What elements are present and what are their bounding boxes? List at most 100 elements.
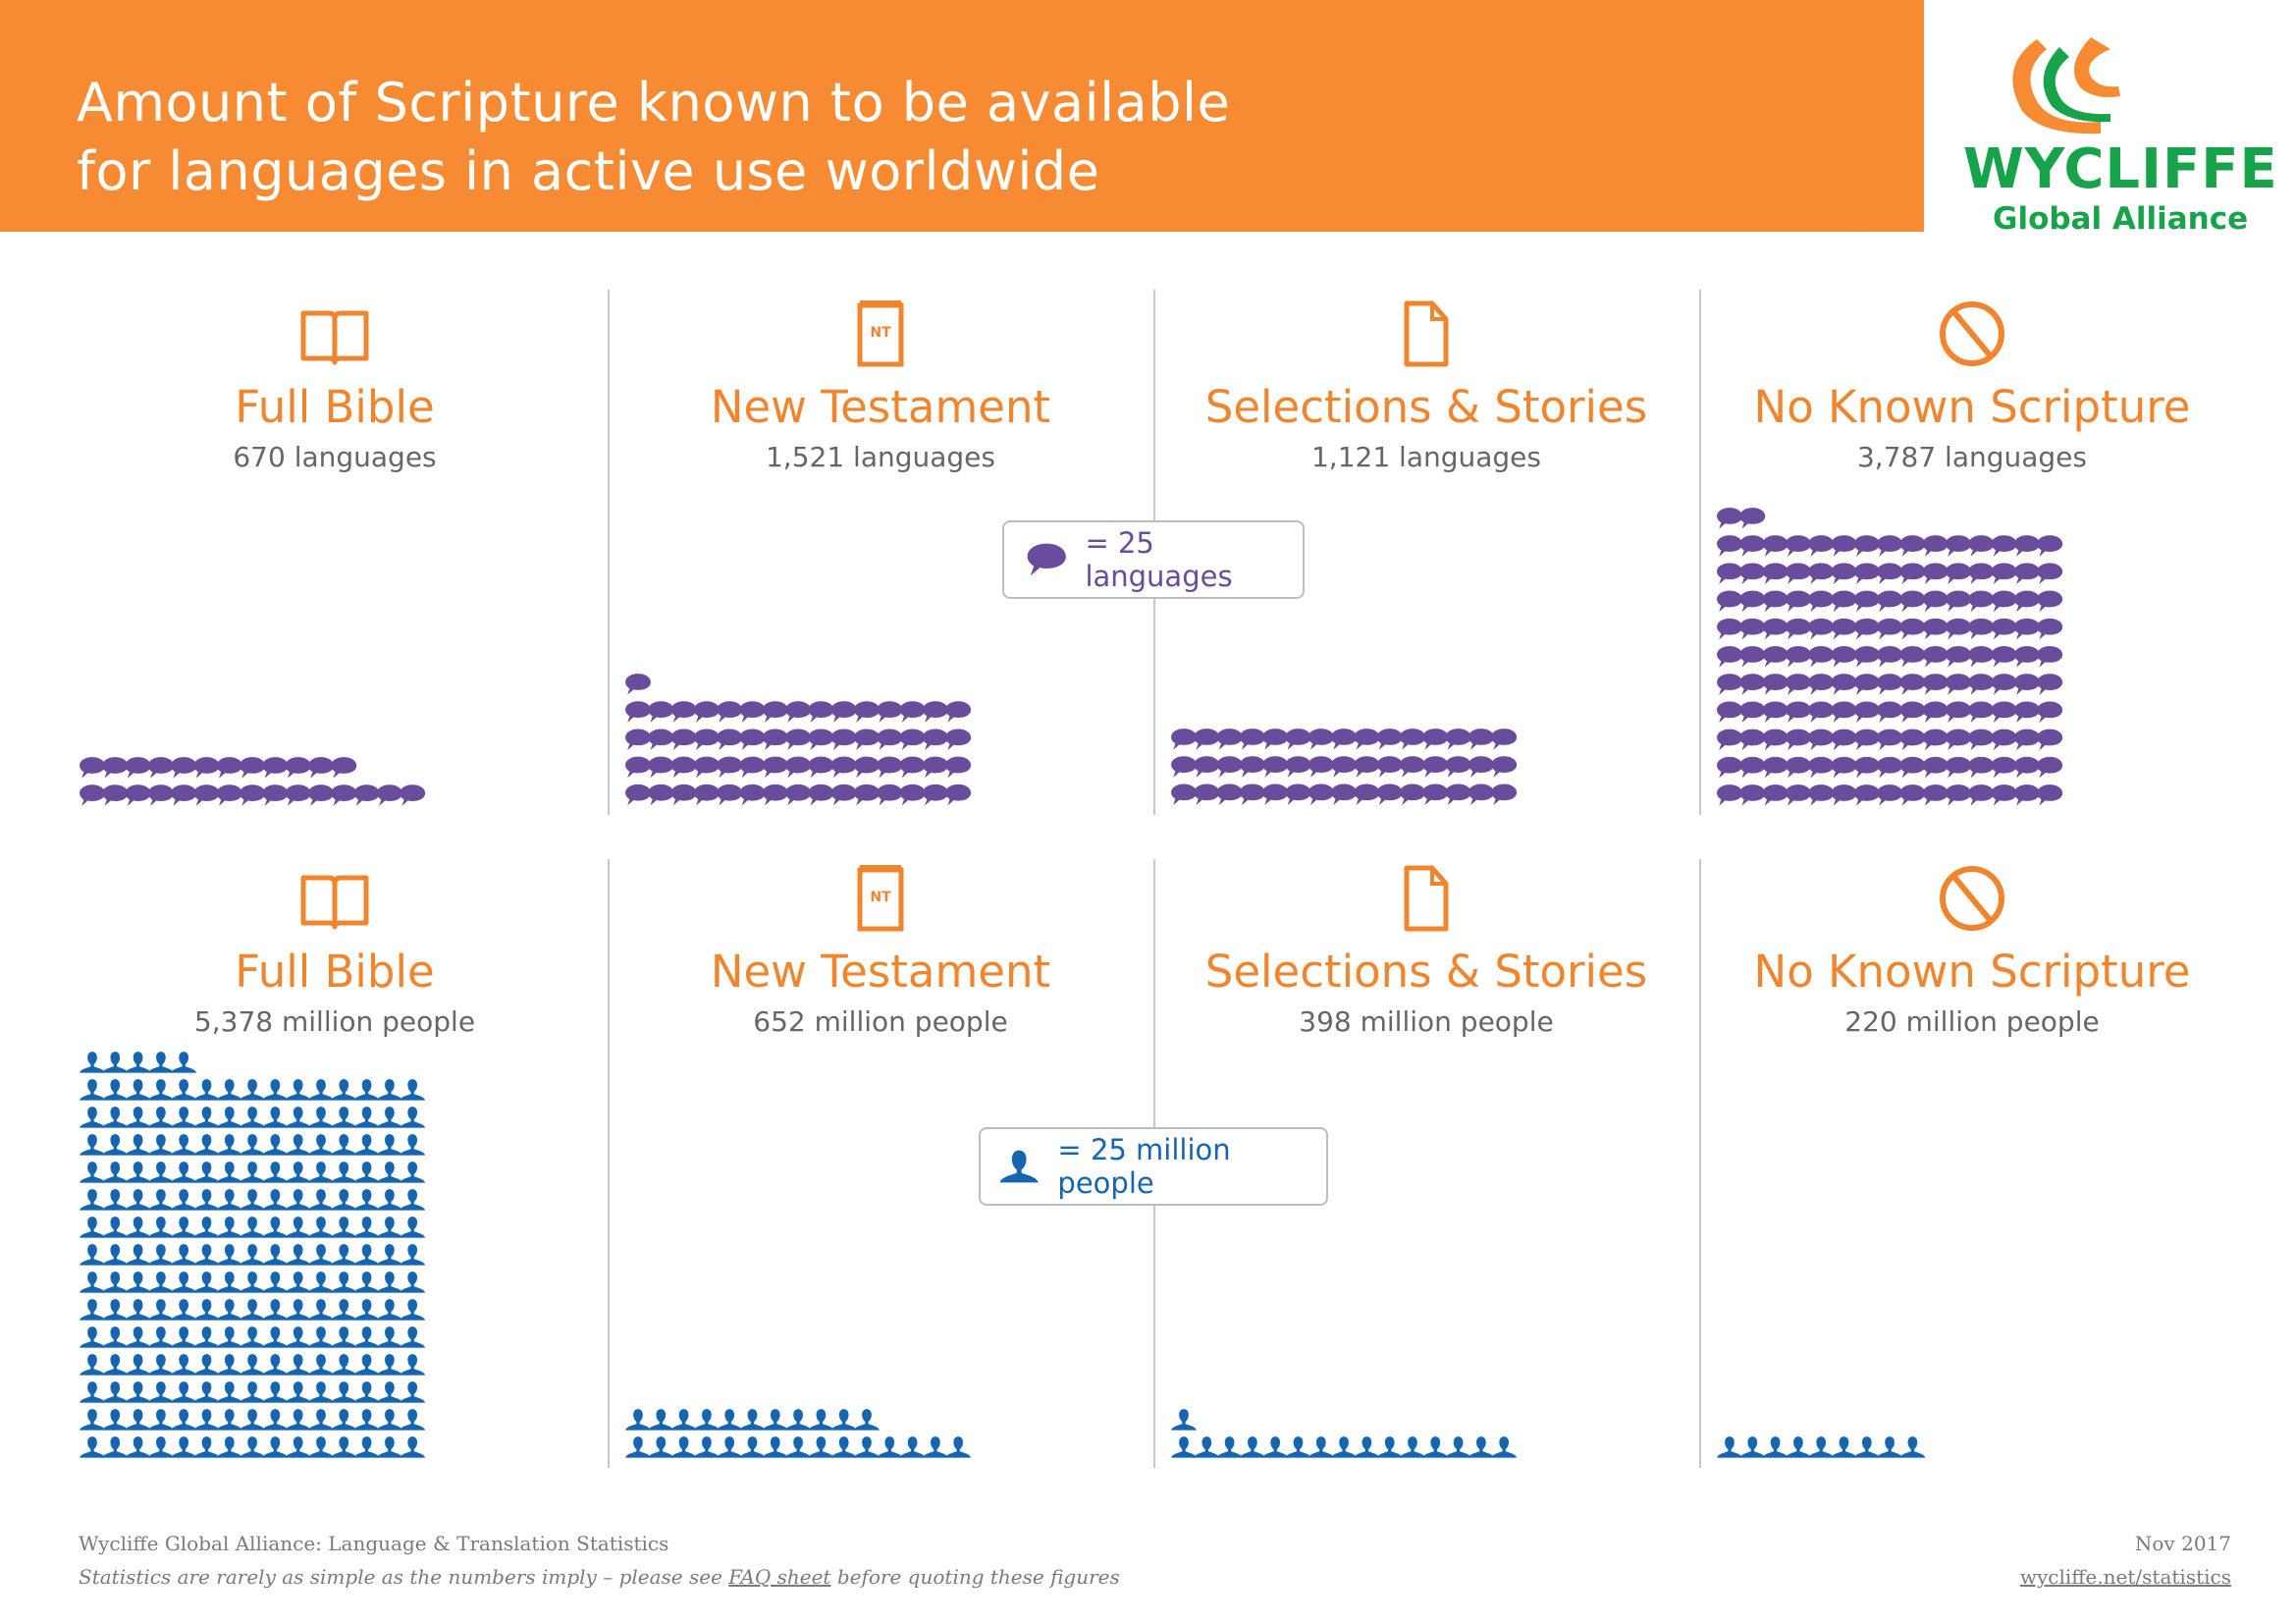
person-icon [262, 1079, 289, 1101]
speech-bubble-icon [1717, 701, 1742, 723]
speech-bubble-icon [1968, 563, 1995, 584]
speech-bubble-icon [1922, 535, 1949, 557]
speech-bubble-icon [808, 756, 834, 779]
speech-bubble-icon [1946, 674, 1971, 695]
svg-text:NT: NT [870, 890, 891, 905]
speech-bubble-icon [1831, 729, 1857, 751]
person-icon [1171, 1409, 1197, 1431]
person-icon [400, 1326, 426, 1348]
document-icon [1171, 290, 1682, 368]
person-icon [171, 1436, 197, 1458]
category-value: 220 million people [1844, 1005, 2100, 1038]
speech-bubble-icon [1331, 756, 1358, 779]
speech-bubble-icon [877, 756, 903, 779]
statistics-link[interactable]: wycliffe.net/statistics [2019, 1565, 2231, 1589]
person-icon [308, 1272, 334, 1293]
open-book-icon [80, 854, 590, 933]
speech-bubble-icon [1853, 674, 1880, 695]
person-icon [240, 1326, 266, 1348]
category-header: No Known Scripture 3,787 languages [1717, 290, 2227, 474]
pictograph-1-3 [1717, 1436, 1926, 1458]
speech-bubble-icon [1946, 563, 1971, 584]
speech-bubble-icon [854, 729, 880, 751]
person-icon [830, 1436, 857, 1458]
person-icon [376, 1299, 402, 1321]
speech-bubble-icon [648, 701, 674, 723]
speech-bubble-icon [376, 784, 402, 806]
speech-bubble-icon [1739, 535, 1766, 557]
person-icon [693, 1409, 720, 1431]
speech-bubble-icon [171, 756, 197, 779]
person-icon [80, 1436, 105, 1458]
person-icon [80, 1272, 105, 1293]
person-icon [808, 1436, 834, 1458]
speech-bubble-icon [830, 729, 857, 751]
person-icon [285, 1079, 311, 1101]
person-icon [193, 1409, 220, 1431]
speech-bubble-icon [2037, 756, 2063, 779]
speech-bubble-icon [854, 756, 880, 779]
speech-bubble-icon [625, 674, 651, 695]
speech-bubble-icon [1239, 729, 1265, 751]
faq-sheet-link[interactable]: FAQ sheet [728, 1565, 831, 1589]
speech-bubble-icon [1171, 729, 1197, 751]
person-icon [216, 1272, 242, 1293]
speech-bubble-icon [1946, 756, 1971, 779]
speech-bubble-icon [1331, 729, 1358, 751]
speech-bubble-icon [1946, 535, 1971, 557]
speech-bubble-icon [1785, 674, 1811, 695]
person-icon [376, 1436, 402, 1458]
speech-bubble-icon [80, 756, 105, 779]
speech-bubble-icon [331, 784, 357, 806]
person-icon [262, 1326, 289, 1348]
speech-bubble-icon [1808, 784, 1835, 806]
person-icon [285, 1381, 311, 1403]
person-icon [193, 1162, 220, 1183]
person-icon [353, 1299, 380, 1321]
speech-bubble-icon [945, 784, 972, 806]
person-icon [353, 1134, 380, 1156]
speech-bubble-icon [648, 729, 674, 751]
person-icon [193, 1354, 220, 1376]
speech-bubble-icon [2013, 674, 2040, 695]
person-icon [193, 1244, 220, 1266]
person-icon [80, 1217, 105, 1238]
speech-bubble-icon [1922, 618, 1949, 640]
person-icon [285, 1409, 311, 1431]
person-icon [147, 1244, 174, 1266]
speech-bubble-icon [922, 729, 948, 751]
person-icon [648, 1436, 674, 1458]
person-icon [1331, 1436, 1358, 1458]
speech-bubble-icon [262, 784, 289, 806]
speech-bubble-icon [1968, 590, 1995, 613]
speech-bubble-icon [808, 784, 834, 806]
person-icon [830, 1409, 857, 1431]
speech-bubble-icon [1331, 784, 1358, 806]
person-icon [1171, 1436, 1197, 1458]
speech-bubble-icon [2013, 784, 2040, 806]
speech-bubble-icon [1739, 701, 1766, 723]
person-icon [80, 1079, 105, 1101]
person-icon [739, 1409, 766, 1431]
speech-bubble-icon [1946, 784, 1971, 806]
category-title: New Testament [710, 946, 1051, 998]
person-icon [285, 1299, 311, 1321]
person-icon [147, 1381, 174, 1403]
person-icon [353, 1244, 380, 1266]
category-header: NT New Testament 652 million people [625, 854, 1136, 1039]
person-icon [193, 1381, 220, 1403]
speech-bubble-icon [739, 756, 766, 779]
speech-bubble-icon [877, 729, 903, 751]
speech-bubble-icon [1831, 535, 1857, 557]
person-icon [147, 1134, 174, 1156]
speech-bubble-icon [2013, 590, 2040, 613]
speech-bubble-icon [1853, 618, 1880, 640]
legend-languages: = 25 languages [1002, 520, 1305, 599]
speech-bubble-icon [1808, 535, 1835, 557]
person-icon [216, 1436, 242, 1458]
speech-bubble-icon [922, 756, 948, 779]
no-symbol-icon [1717, 854, 2227, 933]
person-icon [80, 1107, 105, 1128]
speech-bubble-icon [1853, 756, 1880, 779]
speech-bubble-icon [899, 756, 926, 779]
